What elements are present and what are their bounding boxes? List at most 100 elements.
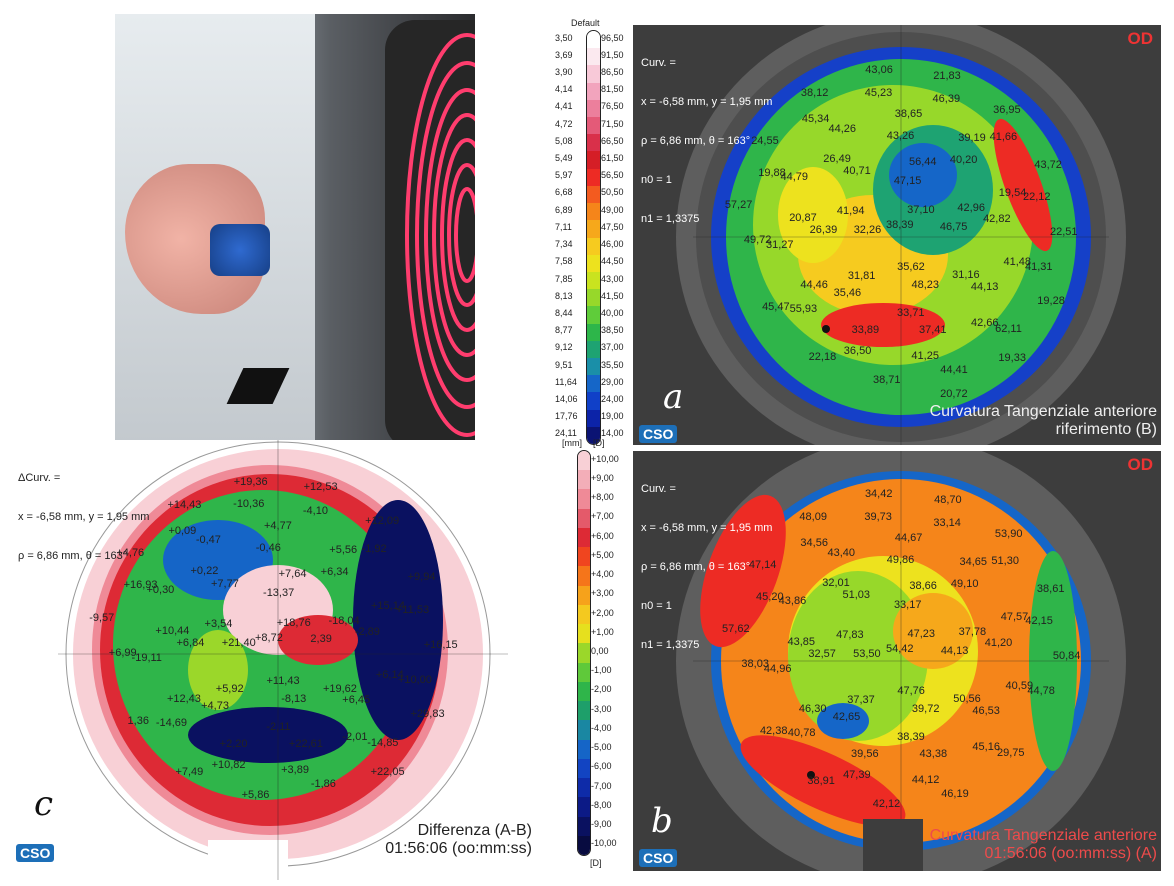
scale-tick-label: 76,50 xyxy=(601,101,624,112)
scale-color-bar xyxy=(586,30,601,445)
map-b-post: Curv. = x = -6,58 mm, y = 1,95 mm ρ = 6,… xyxy=(633,451,1161,871)
scale-tick-label: 35,50 xyxy=(601,359,624,370)
map-value-label: 48,70 xyxy=(934,494,962,507)
map-value-label: +2,20 xyxy=(219,737,248,750)
scale-swatch xyxy=(578,797,590,818)
map-value-label: 36,95 xyxy=(993,103,1021,116)
scale-tick-label: 3,90 xyxy=(555,67,573,78)
map-value-label: 38,65 xyxy=(894,107,923,120)
info-xy: x = -6,58 mm, y = 1,95 mm xyxy=(641,522,773,534)
map-value-label: +6,84 xyxy=(176,636,205,649)
map-value-label: 44,78 xyxy=(1027,684,1055,697)
map-c-caption: Differenza (A-B) 01:56:06 (oo:mm:ss) xyxy=(385,822,532,858)
map-value-label: -19,11 xyxy=(131,651,162,664)
map-value-label: 44,41 xyxy=(940,363,968,376)
map-value-label: 19,28 xyxy=(1037,294,1065,307)
map-value-label: +19,62 xyxy=(322,682,357,695)
scale-swatch xyxy=(578,508,590,529)
map-value-label: 32,57 xyxy=(808,647,836,660)
map-value-label: 35,62 xyxy=(897,261,925,274)
scale-tick-label: 71,50 xyxy=(601,118,624,129)
curvature-color-scale: Default 3,50 3,69 3,90 4,14 4,41 4,72 5,08 5,49… xyxy=(553,18,633,448)
map-value-label: 26,39 xyxy=(809,223,838,236)
map-value-label: 42,82 xyxy=(983,213,1011,226)
map-value-label: 43,06 xyxy=(865,64,893,77)
map-value-label: 43,85 xyxy=(787,635,816,648)
map-value-label: +12,09 xyxy=(365,515,400,528)
map-value-label: -2,89 xyxy=(354,626,380,639)
map-value-label: 42,66 xyxy=(970,316,999,329)
scale-tick-label: 7,58 xyxy=(555,256,573,267)
map-value-label: 46,19 xyxy=(941,787,969,800)
map-a-caption: Curvatura Tangenziale anteriore riferime… xyxy=(930,403,1157,439)
map-value-label: +11,43 xyxy=(266,674,300,687)
scale-swatch xyxy=(587,99,600,119)
scale-swatch xyxy=(578,681,590,703)
map-value-label: 37,41 xyxy=(918,324,947,337)
scale-tick-label: 5,49 xyxy=(555,153,573,164)
map-value-label: 45,16 xyxy=(972,740,1000,753)
scale-tick-label: 38,50 xyxy=(601,325,624,336)
scale-color-bar xyxy=(577,450,591,856)
scale-tick-label: 37,00 xyxy=(601,342,624,353)
scale-swatch xyxy=(578,816,590,837)
scale-swatch xyxy=(587,392,600,411)
map-value-label: 40,20 xyxy=(949,153,978,166)
scale-swatch xyxy=(587,289,600,308)
map-value-label: +12,43 xyxy=(166,692,201,705)
map-b-caption: Curvatura Tangenziale anteriore 01:56:06… xyxy=(930,827,1157,863)
map-value-label: +10,44 xyxy=(155,624,190,637)
scale-tick-label: 14,00 xyxy=(601,428,624,439)
map-value-label: -1,86 xyxy=(310,778,336,791)
topographer-photo xyxy=(115,14,475,442)
scale-tick-label: -1,00 xyxy=(591,665,612,676)
scale-tick-label: 86,50 xyxy=(601,67,624,78)
map-value-label: 41,48 xyxy=(1003,256,1032,269)
scale-tick-label: 46,00 xyxy=(601,239,624,250)
scale-tick-label: 11,64 xyxy=(555,376,577,387)
map-value-label: 50,84 xyxy=(1052,650,1081,663)
scale-tick-label: 61,50 xyxy=(601,153,624,164)
scale-swatch xyxy=(578,662,590,683)
scale-swatch xyxy=(587,82,600,101)
map-value-label: +11,53 xyxy=(395,603,430,616)
scale-swatch xyxy=(587,134,600,153)
map-value-label: 48,23 xyxy=(911,279,940,292)
scale-swatch xyxy=(587,306,600,325)
map-value-label: 1,36 xyxy=(127,714,149,727)
map-value-label: 51,03 xyxy=(842,589,871,602)
map-value-label: 49,72 xyxy=(743,234,772,247)
scale-swatch xyxy=(587,375,600,394)
scale-tick-label: 5,08 xyxy=(555,135,573,146)
map-value-label: 46,53 xyxy=(972,704,1000,717)
map-value-label: 20,87 xyxy=(789,211,817,224)
map-a-topography xyxy=(633,25,1161,445)
map-value-label: 33,17 xyxy=(893,598,922,611)
map-value-label: +12,53 xyxy=(303,481,338,494)
scale-swatch xyxy=(578,604,590,626)
scale-swatch xyxy=(578,527,590,549)
map-value-label: 42,12 xyxy=(872,798,901,811)
scale-tick-label: 24,00 xyxy=(601,393,624,404)
scale-swatch xyxy=(587,426,600,444)
map-value-label: 36,50 xyxy=(843,344,872,357)
map-value-label: 39,72 xyxy=(911,703,940,716)
cso-logo: CSO xyxy=(639,425,678,443)
scale-tick-label: 40,00 xyxy=(601,307,624,318)
scale-tick-label: 6,89 xyxy=(555,204,573,215)
map-value-label: +0,22 xyxy=(190,564,219,577)
scale-tick-label: 0,00 xyxy=(591,646,609,656)
map-value-label: 43,40 xyxy=(827,546,856,559)
scale-unit-mm: [mm] xyxy=(562,438,582,448)
map-value-label: 44,26 xyxy=(828,122,857,135)
scale-swatch xyxy=(587,185,600,205)
map-value-label: 47,14 xyxy=(748,558,777,571)
map-value-label: 41,20 xyxy=(984,637,1013,650)
map-a-info: Curv. = x = -6,58 mm, y = 1,95 mm ρ = 6,… xyxy=(641,31,772,252)
map-value-label: 38,66 xyxy=(909,579,937,592)
scale-tick-label: +9,00 xyxy=(591,472,614,483)
scale-tick-label: -5,00 xyxy=(591,742,612,753)
map-value-label: 37,78 xyxy=(958,625,987,638)
scale-swatch xyxy=(578,585,590,606)
scale-tick-label: 3,50 xyxy=(555,32,573,43)
